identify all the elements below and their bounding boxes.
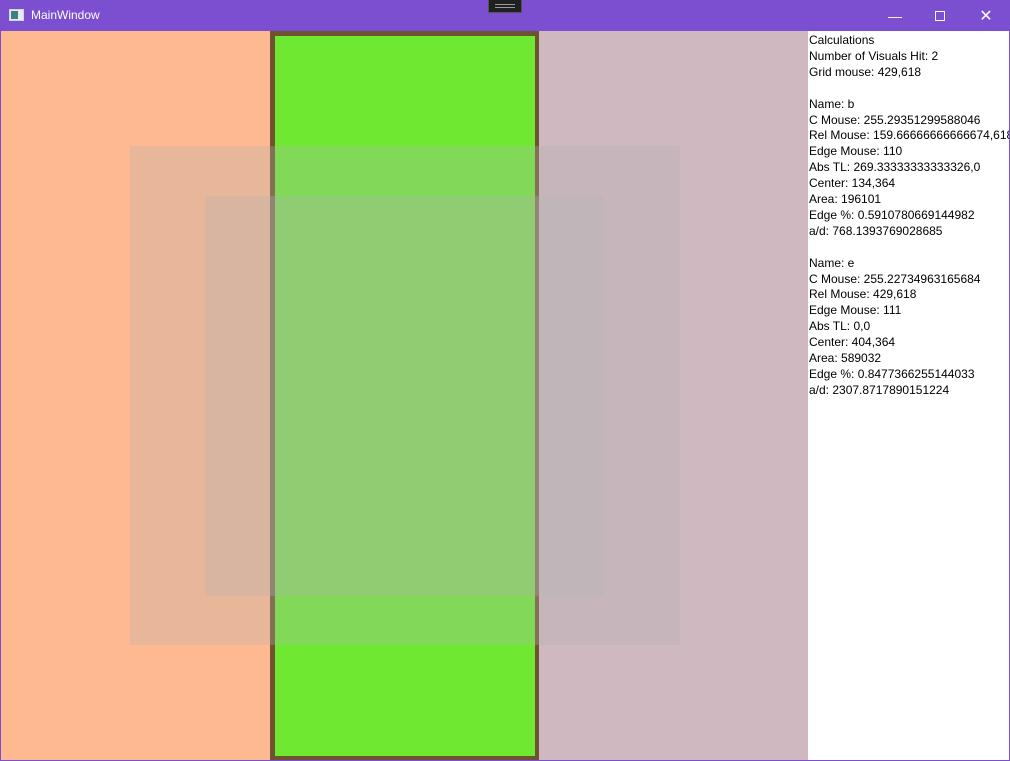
item-rel-mouse: Rel Mouse: 429,618 xyxy=(809,287,917,302)
item-name: Name: e xyxy=(809,255,855,270)
close-icon: ✕ xyxy=(979,7,993,25)
item-area: Area: 589032 xyxy=(809,351,882,366)
overlay-outer xyxy=(130,146,680,645)
minimize-button[interactable]: — xyxy=(872,0,918,31)
item-c-mouse: C Mouse: 255.22734963165684 xyxy=(809,271,981,286)
grid-mouse: Grid mouse: 429,618 xyxy=(809,64,922,79)
item-edge-mouse: Edge Mouse: 111 xyxy=(809,303,902,318)
maximize-button[interactable] xyxy=(917,0,963,31)
item-name: Name: b xyxy=(809,96,855,111)
item-edge-pct: Edge %: 0.8477366255144033 xyxy=(809,367,975,381)
close-button[interactable]: ✕ xyxy=(963,0,1009,31)
window-title: MainWindow xyxy=(31,8,100,22)
panel-a[interactable] xyxy=(1,31,270,760)
visuals-hit: Number of Visuals Hit: 2 xyxy=(809,48,939,63)
item-a-d: a/d: 768.1393769028685 xyxy=(809,223,943,238)
item-edge-pct: Edge %: 0.5910780669144982 xyxy=(809,207,975,222)
calculations-panel: Calculations Number of Visuals Hit: 2 Gr… xyxy=(808,31,1009,760)
item-rel-mouse: Rel Mouse: 159.66666666666674,618 xyxy=(809,128,1009,143)
snap-grip-handle[interactable] xyxy=(488,0,522,13)
item-a-d: a/d: 2307.8717890151224 xyxy=(809,382,950,397)
main-grid[interactable]: Calculations Number of Visuals Hit: 2 Gr… xyxy=(1,31,1009,760)
item-edge-mouse: Edge Mouse: 110 xyxy=(809,144,903,159)
item-center: Center: 134,364 xyxy=(809,176,896,191)
panel-c[interactable] xyxy=(539,31,808,760)
item-center: Center: 404,364 xyxy=(809,335,896,350)
panel-b[interactable] xyxy=(270,31,539,760)
item-abs-tl: Abs TL: 269.33333333333326,0 xyxy=(809,160,981,175)
item-abs-tl: Abs TL: 0,0 xyxy=(809,319,871,334)
maximize-icon xyxy=(935,10,945,21)
overlay-inner xyxy=(205,196,604,596)
minimize-icon: — xyxy=(888,7,902,24)
title-bar[interactable]: MainWindow — ✕ xyxy=(0,0,1010,31)
item-c-mouse: C Mouse: 255.29351299588046 xyxy=(809,112,981,127)
panel-b-fill xyxy=(275,36,535,756)
calc-heading: Calculations xyxy=(809,33,875,47)
app-icon xyxy=(9,9,24,21)
item-area: Area: 196101 xyxy=(809,192,882,207)
